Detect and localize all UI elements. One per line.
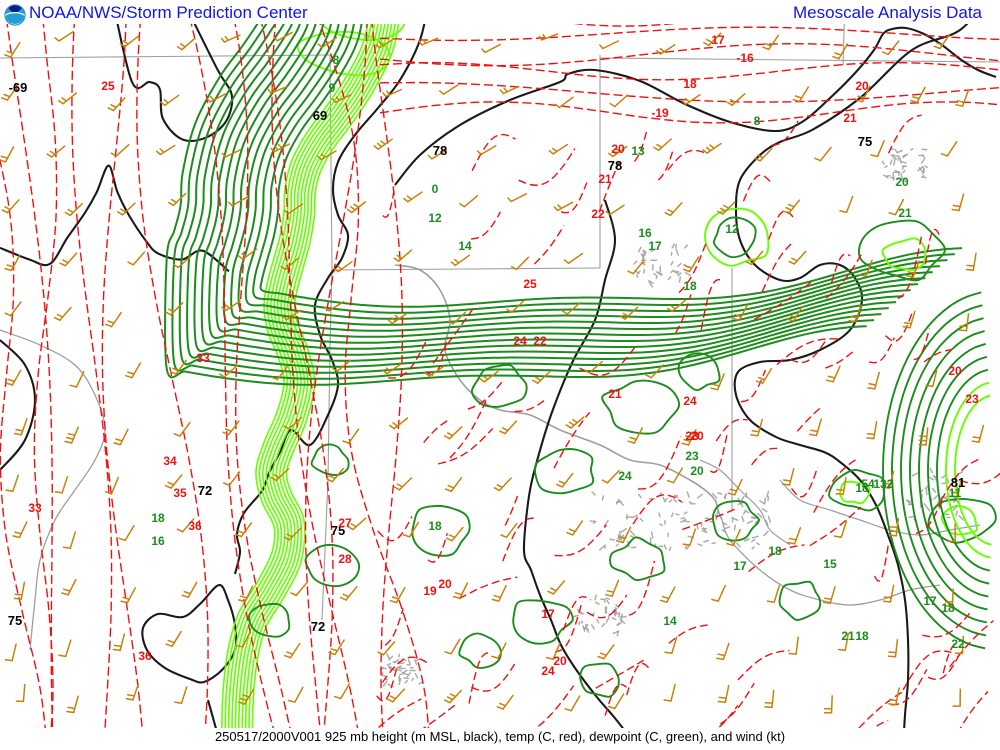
svg-text:72: 72 [198, 483, 212, 498]
svg-text:23: 23 [685, 449, 699, 463]
svg-text:25: 25 [523, 277, 537, 291]
svg-text:20: 20 [895, 175, 909, 189]
svg-text:17: 17 [541, 607, 555, 621]
svg-text:11: 11 [949, 486, 962, 500]
svg-text:20: 20 [948, 364, 962, 378]
svg-text:21: 21 [898, 206, 912, 220]
svg-text:2: 2 [887, 477, 894, 491]
svg-text:36: 36 [188, 519, 202, 533]
svg-text:34: 34 [163, 454, 177, 468]
svg-text:35: 35 [173, 486, 187, 500]
svg-text:21: 21 [608, 387, 622, 401]
svg-text:15: 15 [823, 557, 837, 571]
svg-text:13: 13 [873, 477, 887, 491]
svg-text:20: 20 [611, 142, 625, 156]
svg-text:25: 25 [101, 79, 115, 93]
svg-text:23: 23 [965, 392, 979, 406]
svg-text:17: 17 [711, 33, 725, 47]
svg-text:27: 27 [338, 516, 352, 530]
svg-text:72: 72 [311, 619, 325, 634]
svg-text:24: 24 [513, 334, 527, 348]
svg-text:33: 33 [196, 351, 210, 365]
svg-text:8: 8 [754, 114, 761, 128]
svg-text:14: 14 [663, 614, 677, 628]
svg-text:18: 18 [941, 601, 955, 615]
svg-text:75: 75 [8, 613, 22, 628]
svg-text:17: 17 [733, 559, 747, 573]
svg-text:18: 18 [151, 511, 165, 525]
svg-text:20: 20 [855, 79, 869, 93]
svg-text:-19: -19 [651, 106, 669, 120]
svg-text:33: 33 [28, 501, 42, 515]
svg-text:21: 21 [843, 111, 857, 125]
svg-text:16: 16 [638, 226, 652, 240]
svg-text:0: 0 [432, 182, 439, 196]
svg-text:17: 17 [648, 239, 662, 253]
svg-text:18: 18 [683, 279, 697, 293]
svg-text:36: 36 [138, 649, 152, 663]
svg-text:75: 75 [858, 134, 872, 149]
svg-text:12: 12 [428, 211, 442, 225]
svg-text:21: 21 [841, 629, 855, 643]
svg-text:20: 20 [690, 464, 704, 478]
svg-text:78: 78 [433, 143, 447, 158]
svg-text:16: 16 [151, 534, 165, 548]
svg-text:18: 18 [683, 77, 697, 91]
svg-text:21: 21 [598, 172, 612, 186]
svg-text:-16: -16 [736, 51, 754, 65]
svg-text:18: 18 [855, 629, 869, 643]
svg-text:22: 22 [533, 334, 547, 348]
svg-text:9: 9 [329, 81, 336, 95]
svg-text:24: 24 [683, 394, 697, 408]
svg-text:-69: -69 [9, 80, 28, 95]
svg-text:12: 12 [725, 222, 739, 236]
svg-text:18: 18 [428, 519, 442, 533]
svg-text:78: 78 [608, 158, 622, 173]
svg-text:14: 14 [458, 239, 472, 253]
svg-text:13: 13 [631, 144, 645, 158]
svg-text:8: 8 [333, 53, 340, 67]
svg-text:20: 20 [690, 429, 704, 443]
svg-text:19: 19 [423, 584, 437, 598]
svg-text:22: 22 [951, 637, 965, 651]
svg-text:24: 24 [618, 469, 632, 483]
svg-text:20: 20 [438, 577, 452, 591]
svg-text:28: 28 [338, 552, 352, 566]
svg-text:22: 22 [591, 207, 605, 221]
svg-text:17: 17 [923, 594, 937, 608]
svg-text:18: 18 [768, 544, 782, 558]
svg-text:20: 20 [553, 654, 567, 668]
svg-text:69: 69 [313, 108, 327, 123]
